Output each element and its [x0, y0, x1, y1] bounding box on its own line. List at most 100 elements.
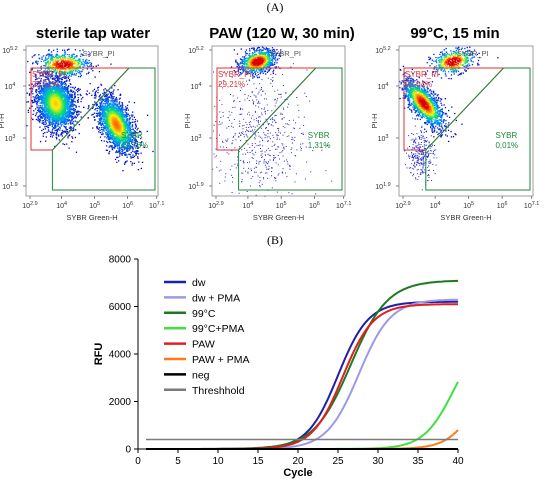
event-dot: [109, 111, 111, 113]
event-dot: [100, 118, 102, 120]
event-dot: [104, 114, 106, 116]
event-dot: [112, 118, 114, 120]
event-dot: [111, 135, 113, 137]
event-dot: [28, 93, 31, 95]
event-dot: [35, 60, 37, 62]
event-dot: [39, 112, 41, 114]
event-dot: [121, 128, 123, 131]
event-dot: [122, 115, 124, 117]
event-dot: [94, 76, 96, 78]
event-dot: [127, 114, 130, 116]
event-dot: [125, 138, 127, 140]
event-dot: [65, 96, 67, 98]
event-dot: [129, 132, 131, 134]
event-dot: [115, 108, 117, 110]
event-dot: [73, 104, 75, 106]
event-dot: [70, 86, 72, 88]
event-dot: [128, 134, 130, 136]
event-dot: [69, 106, 71, 108]
event-dot: [105, 109, 107, 111]
event-dot: [56, 96, 58, 99]
event-dot: [55, 114, 58, 116]
event-dot: [71, 104, 73, 106]
event-dot: [125, 117, 127, 119]
event-dot: [99, 132, 101, 134]
event-dot: [61, 90, 63, 92]
event-dot: [117, 132, 119, 134]
event-dot: [132, 128, 134, 130]
event-dot: [58, 98, 60, 100]
event-dot: [95, 105, 98, 107]
event-dot: [50, 92, 52, 94]
event-dot: [61, 78, 64, 81]
event-dot: [112, 147, 114, 149]
event-dot: [97, 87, 99, 89]
event-dot: [66, 95, 68, 97]
event-dot: [111, 135, 114, 138]
event-dot: [64, 123, 66, 125]
event-dot: [119, 112, 122, 114]
event-dot: [63, 120, 65, 122]
event-dot: [111, 131, 113, 133]
event-dot: [115, 104, 117, 106]
event-dot: [62, 104, 64, 106]
event-dot: [43, 101, 45, 104]
event-dot: [46, 73, 48, 75]
event-dot: [108, 96, 110, 98]
event-dot: [62, 87, 64, 89]
event-dot: [50, 89, 52, 91]
event-dot: [108, 133, 110, 136]
event-dot: [120, 123, 122, 125]
event-dot: [132, 131, 134, 134]
event-dot: [63, 105, 65, 107]
event-dot: [56, 115, 58, 118]
event-dot: [134, 119, 137, 121]
event-dot: [60, 105, 62, 107]
event-dot: [64, 121, 66, 124]
event-dot: [103, 140, 105, 142]
event-dot: [58, 72, 60, 74]
event-dot: [53, 78, 55, 80]
event-dot: [60, 107, 62, 109]
event-dot: [61, 96, 63, 98]
event-dot: [71, 141, 73, 143]
event-dot: [104, 122, 106, 125]
event-dot: [92, 113, 94, 115]
event-dot: [88, 65, 91, 67]
event-dot: [129, 144, 131, 147]
event-dot: [124, 163, 126, 165]
event-dot: [59, 99, 61, 102]
event-dot: [66, 89, 68, 91]
event-dot: [45, 90, 47, 93]
event-dot: [115, 118, 117, 121]
event-dot: [124, 140, 127, 142]
event-dot: [57, 101, 59, 103]
event-dot: [77, 87, 80, 90]
event-dot: [56, 88, 59, 90]
event-dot: [42, 120, 44, 122]
event-dot: [51, 131, 54, 133]
event-dot: [66, 86, 68, 89]
event-dot: [134, 140, 136, 142]
event-dot: [49, 77, 52, 79]
event-dot: [42, 93, 45, 95]
event-dot: [32, 118, 34, 121]
event-dot: [131, 131, 133, 133]
event-dot: [109, 106, 111, 108]
event-dot: [47, 105, 49, 107]
event-dot: [70, 105, 72, 107]
event-dot: [126, 139, 129, 142]
event-dot: [40, 117, 42, 119]
event-dot: [123, 133, 125, 135]
event-dot: [54, 132, 56, 134]
event-dot: [116, 130, 118, 132]
event-dot: [53, 112, 55, 114]
event-dot: [115, 112, 118, 114]
event-dot: [40, 98, 42, 100]
event-dot: [47, 94, 50, 96]
event-dot: [48, 98, 50, 101]
event-dot: [114, 113, 116, 115]
event-dot: [106, 110, 108, 113]
event-dot: [39, 119, 41, 121]
